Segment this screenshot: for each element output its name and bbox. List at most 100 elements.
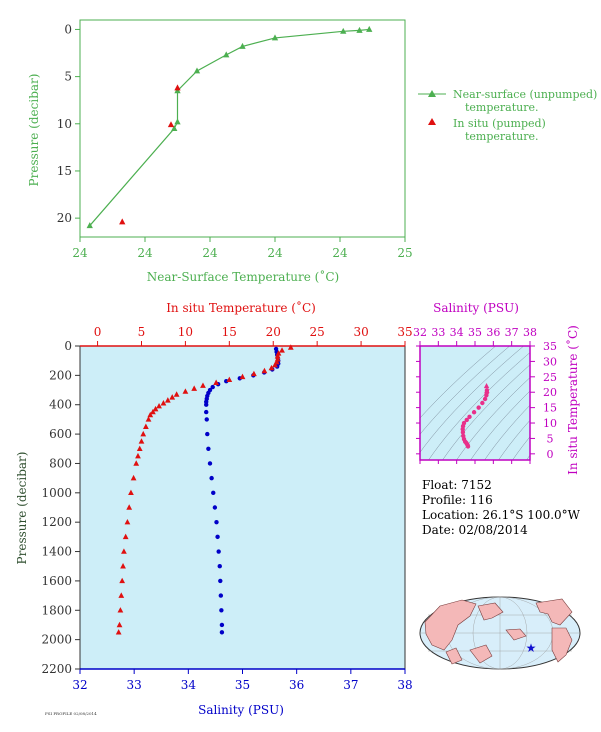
temperature-point <box>121 548 127 554</box>
pressure-tick-label: 2000 <box>41 633 72 647</box>
temperature-point <box>226 376 233 383</box>
temperature-point <box>140 430 147 437</box>
temperature-axis-label: In situ Temperature (˚C) <box>166 300 316 315</box>
temperature-tick-label: 5 <box>138 325 146 339</box>
density-contour <box>512 436 530 460</box>
temperature-point <box>164 397 171 403</box>
ts-diagram: 32 33 34 35 36 37 38 0 5 10 15 20 25 30 35 Salinity (… <box>413 301 580 475</box>
temperature-tick-label: 30 <box>353 325 368 339</box>
temperature-point <box>130 474 137 481</box>
salinity-point <box>216 549 221 554</box>
data-point-pumped <box>167 121 175 128</box>
density-contour <box>420 346 497 419</box>
ts-point <box>476 405 481 410</box>
salinity-axis-ticks: 32 33 34 35 36 37 38 <box>72 669 413 692</box>
ts-temperature-tick-label: 20 <box>543 386 557 399</box>
float-location-star-icon: ★ <box>526 641 537 655</box>
pressure-tick-label: 600 <box>49 427 72 441</box>
location-map: ★ <box>419 596 581 670</box>
near-surface-y-tick-label: 10 <box>57 117 72 131</box>
temperature-point <box>119 577 126 584</box>
temperature-tick-label: 0 <box>94 325 102 339</box>
data-point-unpumped <box>223 51 230 58</box>
profile-y-axis-label: Pressure (decibar) <box>15 452 29 565</box>
temperature-tick-label: 35 <box>397 325 412 339</box>
temperature-point <box>142 423 149 429</box>
near-surface-x-tick-label: 24 <box>267 246 283 260</box>
legend-marker-unpumped <box>428 90 436 97</box>
ts-x-axis-label: Salinity (PSU) <box>433 301 519 315</box>
near-surface-x-axis-label: Near-Surface Temperature (˚C) <box>147 269 339 284</box>
ts-point <box>480 400 485 406</box>
pressure-tick-label: 1800 <box>41 603 72 617</box>
salinity-point <box>209 475 214 481</box>
temperature-point <box>133 460 140 466</box>
temperature-point <box>173 391 180 397</box>
pressure-tick-label: 200 <box>49 368 72 382</box>
data-point-unpumped <box>366 25 373 32</box>
density-contour <box>484 404 530 460</box>
data-point-unpumped <box>239 42 246 49</box>
temperature-point <box>136 445 143 452</box>
near-surface-y-ticks: 0 5 10 15 20 <box>57 22 80 225</box>
near-surface-y-tick-label: 15 <box>57 164 72 178</box>
salinity-tick-label: 33 <box>127 678 142 692</box>
ts-point <box>464 417 469 423</box>
ts-marks <box>460 383 490 449</box>
temperature-tick-label: 10 <box>178 325 193 339</box>
salinity-tick-label: 36 <box>289 678 304 692</box>
salinity-point <box>211 490 216 496</box>
temperature-point <box>138 438 145 444</box>
salinity-point <box>218 593 224 598</box>
data-point-unpumped <box>193 67 201 74</box>
temperature-point <box>122 533 129 540</box>
salinity-point <box>204 402 209 407</box>
temperature-point <box>169 394 176 400</box>
temperature-point <box>117 607 124 613</box>
legend-label-unpumped: Near-surface (unpumped) <box>453 88 597 101</box>
temperature-point <box>274 353 281 359</box>
data-point-unpumped <box>171 125 178 131</box>
profile-number: Profile: 116 <box>422 493 493 507</box>
temperature-point <box>156 402 162 409</box>
ts-temperature-tick-label: 15 <box>543 402 557 415</box>
temperature-point <box>145 416 152 422</box>
temperature-point <box>239 373 246 380</box>
temperature-point <box>150 408 156 415</box>
temperature-point <box>200 382 206 388</box>
series-line-unpumped <box>89 28 370 227</box>
near-surface-x-tick-label: 24 <box>202 246 218 260</box>
pressure-tick-label: 1400 <box>41 545 72 559</box>
density-contour <box>456 377 530 460</box>
temperature-point <box>128 489 134 496</box>
density-contour <box>498 419 530 460</box>
salinity-point <box>214 519 219 525</box>
ts-temperature-tick-label: 25 <box>543 371 557 384</box>
pressure-tick-label: 2200 <box>41 662 72 676</box>
temperature-point <box>287 344 294 350</box>
salinity-point <box>206 446 211 451</box>
legend-label-pumped: In situ (pumped) <box>453 117 546 130</box>
temperature-point <box>147 411 154 418</box>
data-point-unpumped <box>86 222 93 229</box>
pressure-tick-label: 400 <box>49 398 72 412</box>
temperature-point <box>182 388 189 394</box>
near-surface-y-tick-label: 0 <box>64 22 72 36</box>
data-point-unpumped <box>340 27 347 34</box>
ts-point <box>461 433 466 439</box>
pressure-tick-label: 1200 <box>41 515 72 529</box>
salinity-point <box>207 461 213 466</box>
salinity-point <box>219 608 224 613</box>
salinity-axis-label: Salinity (PSU) <box>198 703 284 717</box>
temperature-point <box>116 621 123 628</box>
temperature-tick-label: 20 <box>266 325 281 339</box>
float-id: Float: 7152 <box>422 478 492 492</box>
temperature-point <box>268 364 275 371</box>
data-point-unpumped <box>271 34 279 41</box>
ts-point <box>482 396 488 402</box>
profile-date: Date: 02/08/2014 <box>422 523 528 537</box>
ts-temperature-tick-label: 35 <box>543 340 557 353</box>
temperature-point <box>126 504 133 510</box>
temperature-point <box>118 592 125 598</box>
density-contours <box>420 346 530 460</box>
